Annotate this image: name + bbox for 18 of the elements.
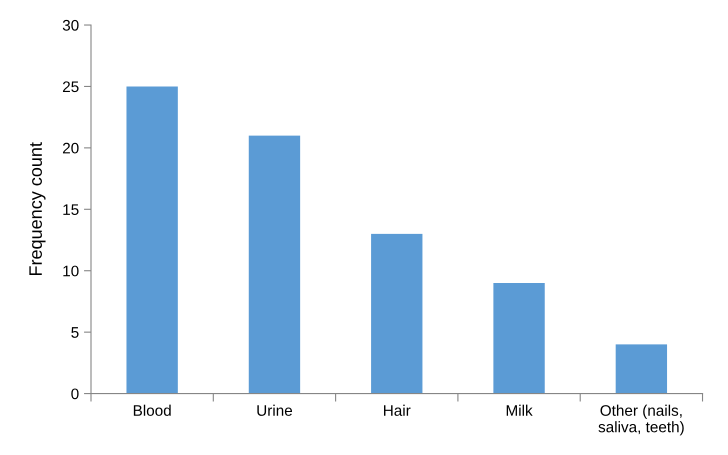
bar [493,283,545,394]
y-tick-label: 20 [62,142,79,154]
y-tick-label: 25 [62,81,79,92]
y-tick-label: 5 [71,327,79,338]
bar [248,136,300,394]
y-tick-label: 10 [63,266,79,276]
y-tick-label: 0 [71,388,79,400]
bar [371,234,422,394]
bar [126,86,178,394]
y-axis-title: Frequency count [29,142,46,276]
x-tick-label: Hair [384,404,411,416]
x-tick-label: Milk [506,404,533,416]
y-tick-label: 15 [63,204,79,215]
bar [616,344,668,394]
x-tick-label: Blood [134,404,171,416]
x-tick-label: Other (nails, saliva, teeth) [598,404,684,436]
y-tick-label: 30 [62,20,79,31]
x-tick-label: Urine [257,404,292,416]
